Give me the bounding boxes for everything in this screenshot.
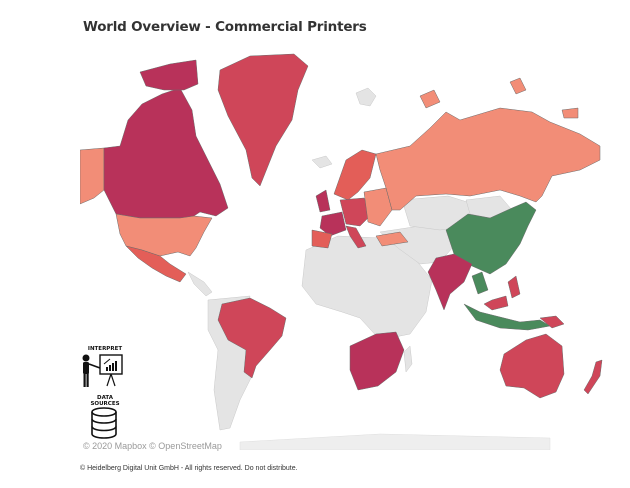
- map-canvas[interactable]: [80, 50, 630, 450]
- region-turkey: [375, 231, 409, 247]
- region-indonesia: [463, 303, 551, 331]
- region-spain: [311, 229, 333, 249]
- region-antarctica: [239, 433, 551, 450]
- region-canadian-arctic: [139, 59, 199, 91]
- region-new-zealand: [583, 359, 603, 395]
- region-central-america: [187, 271, 213, 297]
- database-icon[interactable]: [89, 407, 119, 439]
- region-svalbard: [355, 87, 377, 107]
- region-png: [539, 315, 565, 329]
- region-russia-north-islands: [419, 77, 579, 119]
- region-greenland: [217, 53, 309, 187]
- footer-copyright: © Heidelberg Digital Unit GmbH - All rig…: [80, 465, 298, 472]
- region-scandinavia: [333, 149, 377, 201]
- region-philippines: [507, 275, 521, 299]
- overlay-icons: INTERPRET DATA SOURCES: [80, 346, 136, 444]
- region-madagascar: [403, 345, 413, 373]
- data-sources-label-1: DATA: [97, 395, 113, 401]
- region-france: [319, 211, 347, 237]
- region-italy: [345, 225, 367, 249]
- presenter-chart-icon[interactable]: [80, 352, 132, 390]
- region-brazil: [217, 297, 287, 379]
- map-attribution[interactable]: © 2020 Mapbox © OpenStreetMap: [83, 441, 222, 451]
- region-thailand: [471, 271, 489, 295]
- world-map[interactable]: [80, 50, 630, 450]
- region-alaska: [80, 147, 105, 205]
- region-southern-africa: [349, 331, 405, 391]
- interpret-label: INTERPRET: [87, 346, 123, 352]
- region-malaysia: [483, 295, 509, 311]
- region-iceland: [311, 155, 333, 169]
- region-uk: [315, 189, 331, 213]
- region-mexico: [125, 245, 187, 283]
- region-central-europe: [339, 197, 373, 227]
- region-russia: [375, 107, 601, 211]
- region-eastern-europe: [363, 187, 393, 227]
- page-title: World Overview - Commercial Printers: [83, 19, 367, 35]
- region-australia: [499, 333, 565, 399]
- data-sources-label-2: SOURCES: [90, 401, 120, 407]
- region-canada: [103, 87, 229, 221]
- region-india: [427, 253, 473, 311]
- region-china: [445, 201, 537, 275]
